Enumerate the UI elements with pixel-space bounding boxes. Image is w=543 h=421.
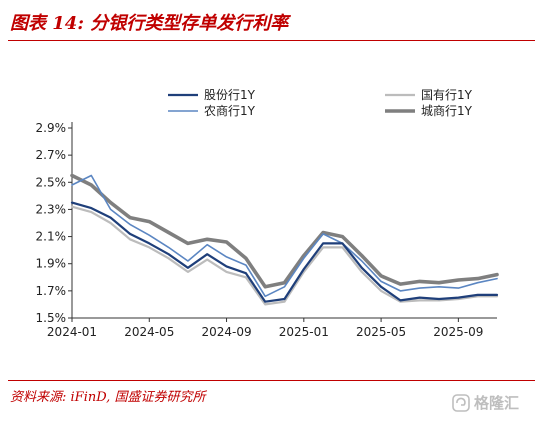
y-tick-label: 2.3% — [36, 202, 67, 216]
legend-label-2: 农商行1Y — [204, 103, 256, 118]
y-tick-label: 1.5% — [36, 311, 67, 325]
title-rule — [8, 40, 535, 41]
legend-label-0: 股份行1Y — [204, 88, 256, 102]
watermark: 格隆汇 — [452, 392, 519, 413]
legend-label-1: 国有行1Y — [421, 88, 473, 102]
y-tick-label: 1.7% — [36, 284, 67, 298]
source-rule — [8, 380, 535, 381]
x-tick-label: 2025-05 — [356, 325, 406, 339]
y-tick-label: 2.5% — [36, 175, 67, 189]
legend-label-3: 城商行1Y — [421, 103, 473, 118]
x-tick-label: 2025-09 — [433, 325, 483, 339]
source-note: 资料来源: iFinD, 国盛证券研究所 — [10, 390, 206, 405]
x-tick-label: 2025-01 — [279, 325, 329, 339]
x-tick-label: 2024-05 — [124, 325, 174, 339]
axes: 1.5% 1.7% 1.9% 2.1% 2.3% 2.5% 2.7% 2.9% 2024-01 2… — [36, 121, 497, 339]
figure-title: 图表 14: 分银行类型存单发行利率 — [10, 13, 289, 34]
figure-header: 图表 14: 分银行类型存单发行利率 — [0, 0, 543, 44]
legend: 股份行1Y 国有行1Y 农商行1Y 城商行1Y — [168, 88, 473, 118]
line-chart: 股份行1Y 国有行1Y 农商行1Y 城商行1Y 1.5% 1.7% 1.9% 2.1% 2.3… — [36, 88, 499, 339]
y-tick-label: 2.1% — [36, 230, 67, 244]
series-line-2 — [71, 174, 498, 298]
series-line-1 — [70, 205, 499, 306]
plot-area — [70, 173, 499, 306]
series-line-0 — [70, 201, 499, 303]
y-tick-label: 2.9% — [36, 121, 67, 135]
y-tick-label: 1.9% — [36, 257, 67, 271]
x-tick-label: 2024-09 — [201, 325, 251, 339]
watermark-logo-icon — [452, 393, 470, 412]
x-tick-label: 2024-01 — [47, 325, 97, 339]
watermark-text: 格隆汇 — [474, 394, 520, 412]
series-line-3 — [70, 173, 499, 289]
y-tick-label: 2.7% — [36, 148, 67, 162]
